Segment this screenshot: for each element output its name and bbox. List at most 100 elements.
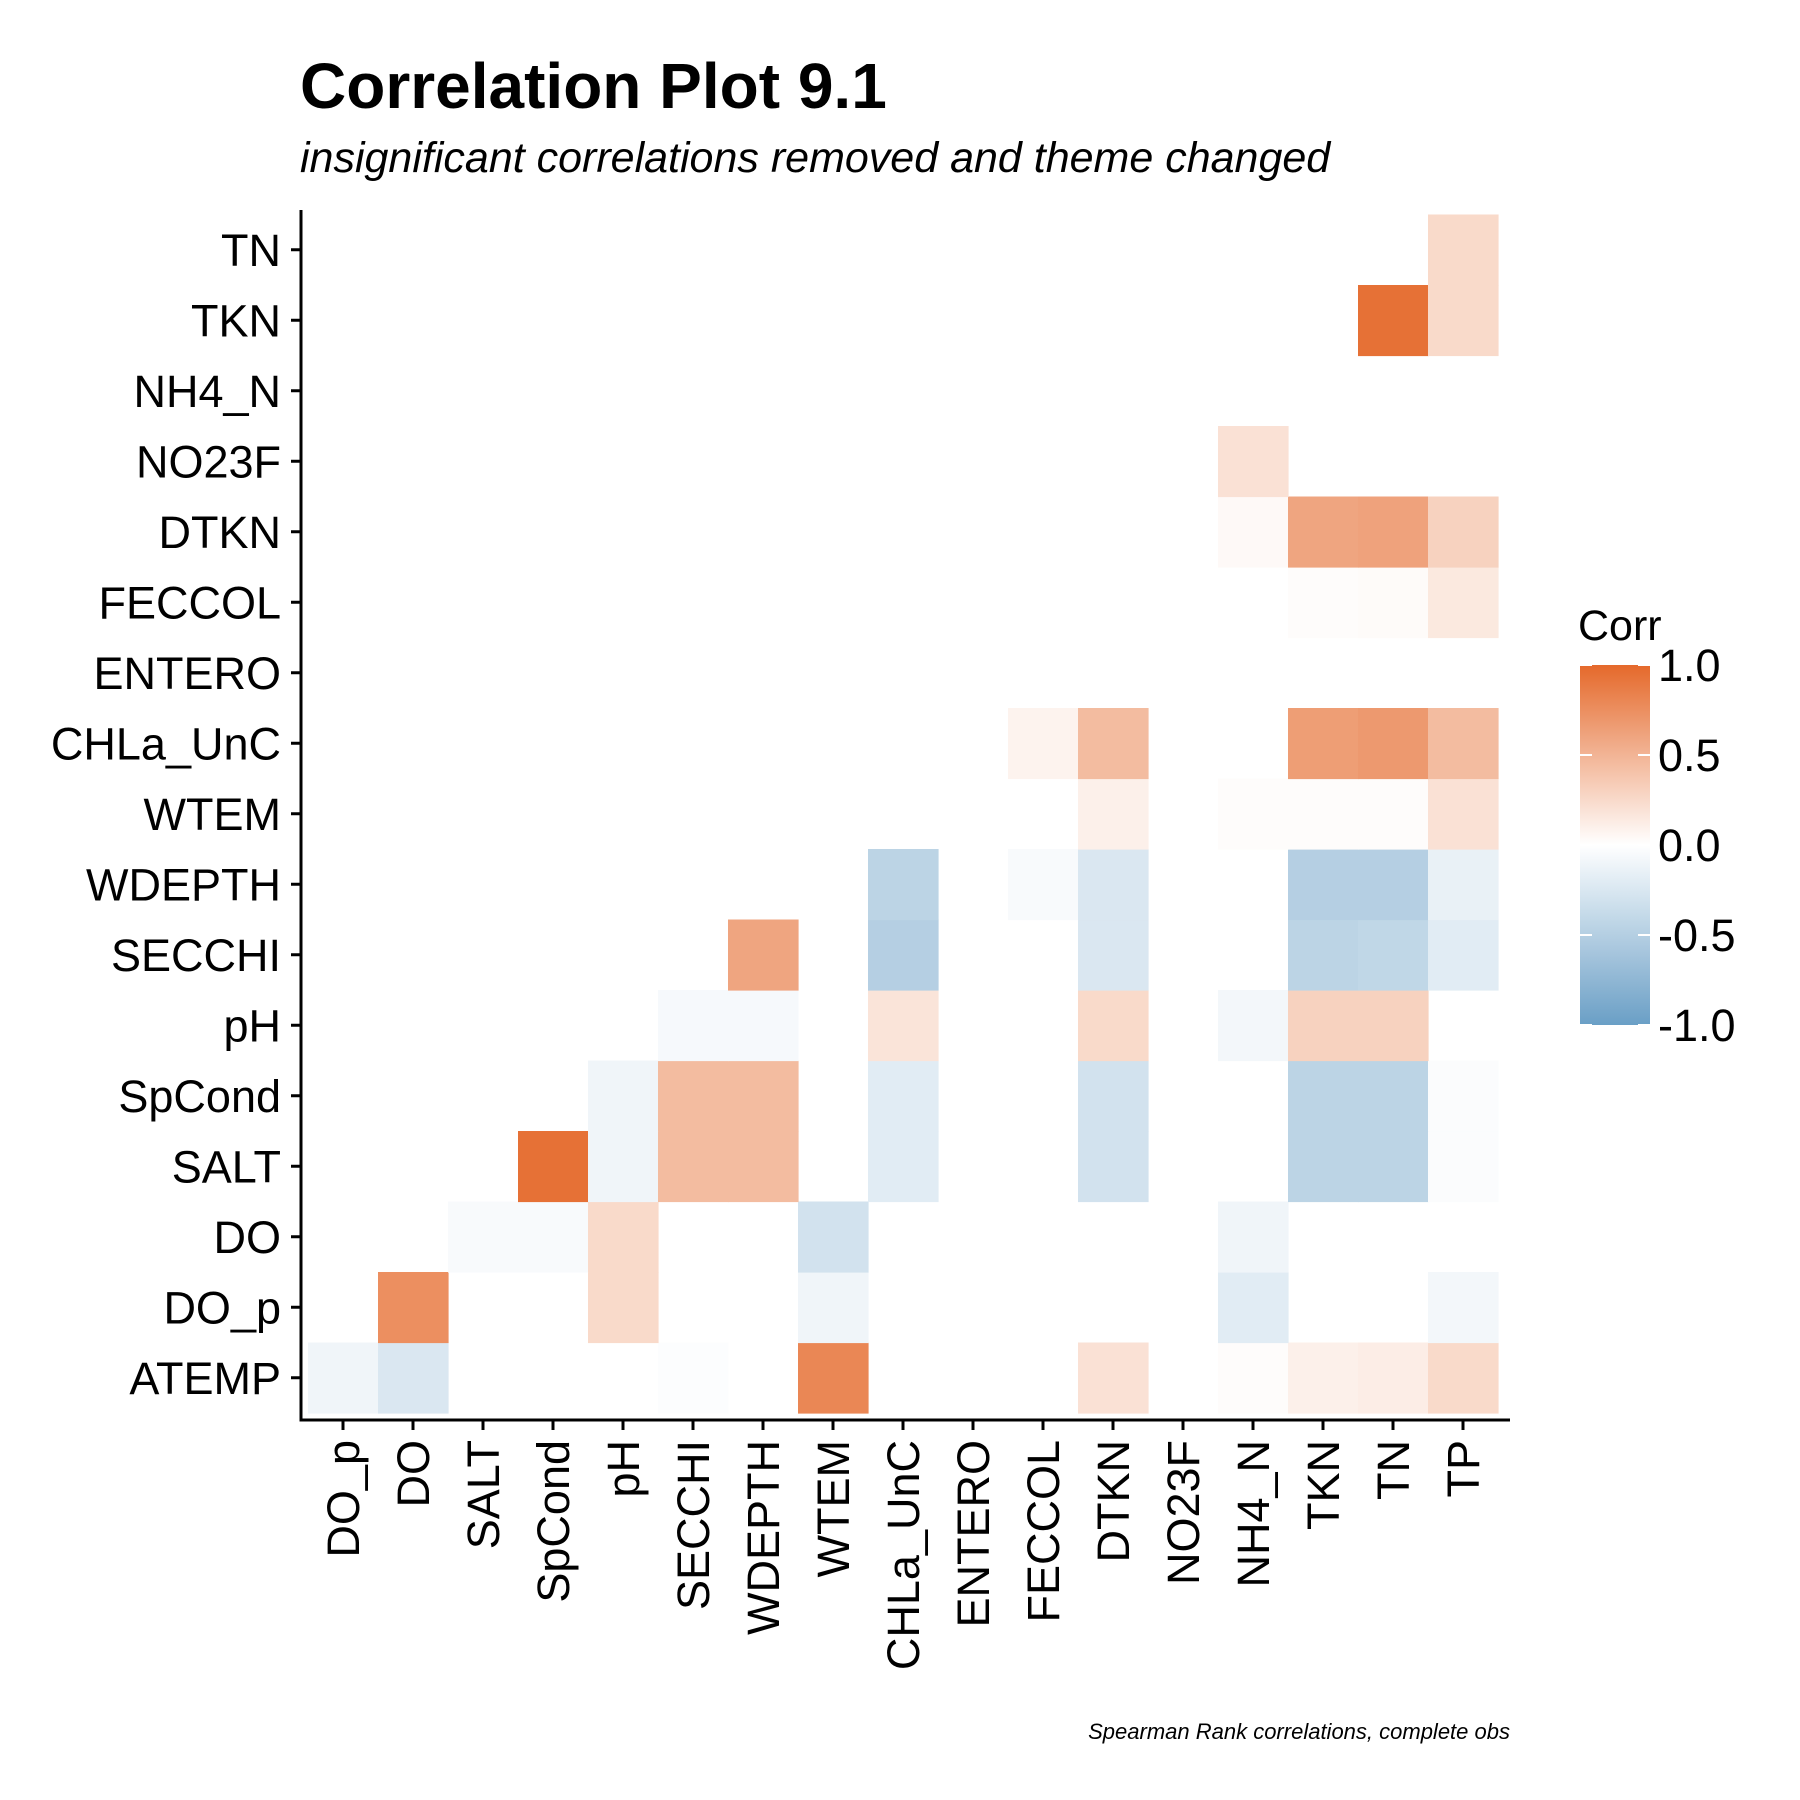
heatmap-cell-pH-DTKN [1078, 990, 1149, 1062]
y-tick-label: WTEM [144, 789, 281, 840]
axes: ATEMP DO_p DO SALT SpCond pH SECCHI WDEPTH WTEM C… [51, 210, 1510, 1670]
chart-caption: Spearman Rank correlations, complete obs [1088, 1719, 1510, 1744]
x-tick-label: SpCond [528, 1440, 579, 1603]
heatmap-cell-SpCond-TP [1428, 1060, 1499, 1132]
legend-title: Corr [1578, 602, 1662, 650]
x-tick-label: CHLa_UnC [878, 1440, 929, 1670]
legend: Corr 1.0 0.5 0.0 -0.5 -1.0 [1578, 602, 1736, 1051]
heatmap-cells [308, 214, 1499, 1414]
heatmap-cell-ATEMP-DO [378, 1342, 449, 1414]
y-tick-label: NH4_N [133, 366, 281, 417]
y-tick-label: ATEMP [129, 1353, 281, 1404]
heatmap-cell-DTKN-TN [1358, 496, 1429, 568]
heatmap-cell-DTKN-NH4_N [1218, 496, 1289, 568]
heatmap-cell-SALT-TKN [1288, 1131, 1359, 1203]
heatmap-cell-WTEM-TN [1358, 778, 1429, 850]
heatmap-cell-SpCond-CHLa_UnC [868, 1060, 939, 1132]
legend-tick-label: 0.0 [1658, 820, 1721, 871]
heatmap-cell-WDEPTH-TKN [1288, 849, 1359, 921]
heatmap-cell-ATEMP-TKN [1288, 1342, 1359, 1414]
heatmap-cell-DO-SpCond [518, 1201, 589, 1273]
heatmap-cell-DO-WTEM [798, 1201, 869, 1273]
heatmap-cell-WDEPTH-DTKN [1078, 849, 1149, 921]
heatmap-cell-TKN-TN [1358, 285, 1429, 357]
heatmap-cell-DO_p-pH [588, 1272, 659, 1344]
y-tick-label: SpCond [118, 1071, 281, 1122]
heatmap-cell-pH-WDEPTH [728, 990, 799, 1062]
y-tick-label: TKN [191, 295, 281, 346]
heatmap-cell-SECCHI-CHLa_UnC [868, 919, 939, 991]
heatmap-cell-CHLa_UnC-DTKN [1078, 708, 1149, 780]
heatmap-cell-SALT-SECCHI [658, 1131, 729, 1203]
heatmap-cell-SECCHI-WDEPTH [728, 919, 799, 991]
heatmap-cell-SpCond-TKN [1288, 1060, 1359, 1132]
heatmap-cell-FECCOL-TN [1358, 567, 1429, 639]
chart-subtitle: insignificant correlations removed and t… [300, 134, 1332, 182]
heatmap-cell-DO-SALT [448, 1201, 519, 1273]
heatmap-cell-WDEPTH-FECCOL [1008, 849, 1079, 921]
heatmap-cell-WTEM-TP [1428, 778, 1499, 850]
heatmap-cell-DO_p-WTEM [798, 1272, 869, 1344]
heatmap-cell-SALT-WDEPTH [728, 1131, 799, 1203]
y-tick-label: NO23F [136, 436, 281, 487]
heatmap-cell-SALT-SpCond [518, 1131, 589, 1203]
x-tick-label: NH4_N [1228, 1440, 1279, 1588]
heatmap-cell-CHLa_UnC-TP [1428, 708, 1499, 780]
heatmap-cell-SECCHI-TP [1428, 919, 1499, 991]
y-tick-label: ENTERO [93, 648, 281, 699]
heatmap-cell-CHLa_UnC-TKN [1288, 708, 1359, 780]
heatmap-cell-pH-SECCHI [658, 990, 729, 1062]
y-tick-label: CHLa_UnC [51, 718, 281, 769]
legend-tick-label: 1.0 [1658, 640, 1721, 691]
x-tick-label: WDEPTH [738, 1440, 789, 1635]
x-tick-label: TN [1368, 1440, 1419, 1500]
heatmap-cell-WTEM-NH4_N [1218, 778, 1289, 850]
heatmap-cell-DO_p-TP [1428, 1272, 1499, 1344]
x-tick-label: pH [598, 1440, 649, 1498]
heatmap-cell-WTEM-DTKN [1078, 778, 1149, 850]
heatmap-cell-FECCOL-TP [1428, 567, 1499, 639]
x-tick-label: TP [1438, 1440, 1489, 1498]
heatmap-cell-DO_p-NH4_N [1218, 1272, 1289, 1344]
heatmap-cell-SpCond-SECCHI [658, 1060, 729, 1132]
heatmap-cell-ATEMP-WTEM [798, 1342, 869, 1414]
heatmap-cell-SECCHI-TN [1358, 919, 1429, 991]
heatmap-cell-pH-NH4_N [1218, 990, 1289, 1062]
heatmap-cell-DO-pH [588, 1201, 659, 1273]
heatmap-cell-SpCond-TN [1358, 1060, 1429, 1132]
x-tick-label: DO_p [318, 1440, 369, 1558]
heatmap-cell-DO_p-DO [378, 1272, 449, 1344]
heatmap-cell-SpCond-pH [588, 1060, 659, 1132]
heatmap-cell-SALT-CHLa_UnC [868, 1131, 939, 1203]
heatmap-cell-SALT-TN [1358, 1131, 1429, 1203]
heatmap-cell-TKN-TP [1428, 285, 1499, 357]
heatmap-cell-WDEPTH-TP [1428, 849, 1499, 921]
heatmap-cell-FECCOL-TKN [1288, 567, 1359, 639]
legend-tick-label: -1.0 [1658, 1000, 1736, 1051]
x-tick-label: TKN [1298, 1440, 1349, 1530]
x-tick-label: FECCOL [1018, 1440, 1069, 1623]
y-tick-label: DO_p [163, 1282, 281, 1333]
y-tick-label: FECCOL [98, 577, 281, 628]
heatmap-cell-CHLa_UnC-TN [1358, 708, 1429, 780]
legend-tick-label: -0.5 [1658, 910, 1736, 961]
heatmap-cell-SECCHI-TKN [1288, 919, 1359, 991]
heatmap-cell-DO-NH4_N [1218, 1201, 1289, 1273]
x-tick-label: DTKN [1088, 1440, 1139, 1563]
heatmap-cell-pH-TKN [1288, 990, 1359, 1062]
y-tick-label: DO [214, 1212, 282, 1263]
heatmap-cell-ATEMP-NH4_N [1218, 1342, 1289, 1414]
heatmap-cell-ATEMP-TN [1358, 1342, 1429, 1414]
y-tick-label: SALT [172, 1141, 281, 1192]
heatmap-cell-SECCHI-DTKN [1078, 919, 1149, 991]
y-tick-label: pH [223, 1000, 281, 1051]
heatmap-cell-TN-TP [1428, 214, 1499, 286]
heatmap-cell-ATEMP-DO_p [308, 1342, 379, 1414]
y-tick-label: WDEPTH [86, 859, 281, 910]
heatmap-cell-NO23F-NH4_N [1218, 426, 1289, 498]
heatmap-cell-ATEMP-TP [1428, 1342, 1499, 1414]
chart-title: Correlation Plot 9.1 [300, 50, 887, 122]
heatmap-cell-WTEM-TKN [1288, 778, 1359, 850]
heatmap-cell-ATEMP-SECCHI [658, 1342, 729, 1414]
